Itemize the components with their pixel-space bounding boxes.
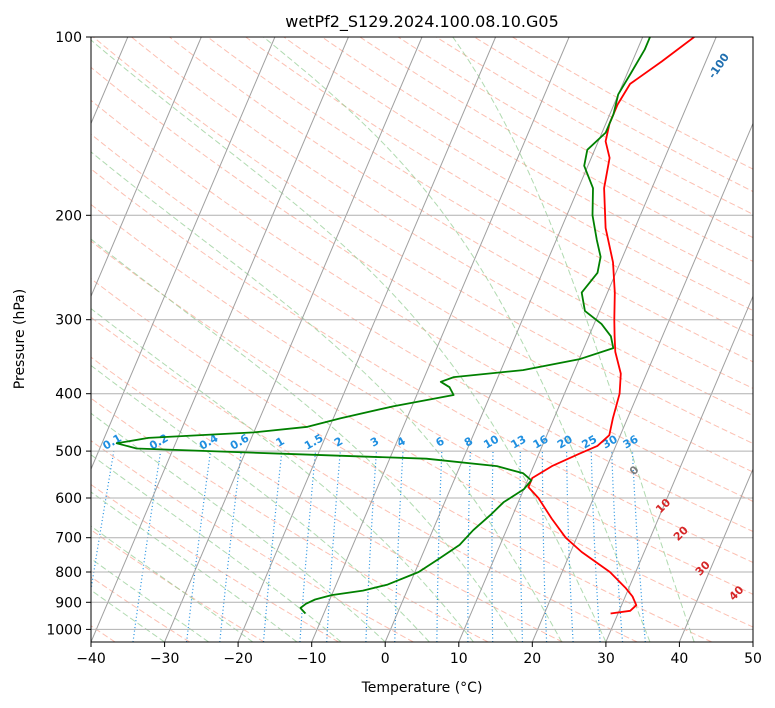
y-axis-label: Pressure (hPa) bbox=[12, 289, 28, 389]
moist-adiabat-line bbox=[91, 39, 607, 642]
mixing-ratio-line bbox=[365, 451, 377, 642]
dry-adiabat-line bbox=[91, 397, 489, 642]
mixing-ratio-line bbox=[611, 451, 624, 642]
mixing-ratio-line bbox=[132, 451, 162, 642]
isotherm-line bbox=[458, 37, 717, 642]
x-tick-label: −40 bbox=[76, 651, 106, 667]
isotherm-line bbox=[237, 37, 497, 642]
moist-adiabat-line bbox=[91, 238, 519, 642]
y-tick-label: 200 bbox=[55, 208, 82, 224]
x-tick-label: 30 bbox=[597, 651, 615, 667]
dry-adiabat-line bbox=[91, 99, 753, 502]
dry-adiabat-line bbox=[91, 240, 753, 628]
y-axis-ticks: 100 200 300 400 500 600 700 800 900 1000 bbox=[46, 30, 91, 638]
mixing-ratio-line bbox=[590, 451, 601, 642]
x-tick-label: 20 bbox=[523, 651, 541, 667]
mixing-ratio-line bbox=[566, 451, 574, 642]
isotherms bbox=[91, 37, 753, 642]
dry-adiabat-line bbox=[512, 37, 753, 170]
dry-adiabats bbox=[91, 37, 753, 642]
mixing-ratio-line bbox=[631, 451, 646, 642]
moist-adiabat-line bbox=[91, 491, 298, 642]
y-tick-label: 1000 bbox=[46, 622, 82, 638]
y-tick-label: 300 bbox=[55, 313, 82, 329]
dry-adiabat-line bbox=[91, 278, 713, 642]
moist-adiabat-line bbox=[263, 37, 651, 642]
isotherm-line bbox=[91, 37, 202, 298]
x-axis-label: Temperature (°C) bbox=[361, 680, 483, 696]
dry-adiabat-line bbox=[397, 37, 753, 239]
y-tick-label: 800 bbox=[55, 565, 82, 581]
sounding-profiles bbox=[115, 37, 695, 615]
dry-adiabat-line bbox=[91, 66, 753, 473]
moist-adiabat-line bbox=[452, 37, 695, 642]
temperature-profile bbox=[527, 37, 695, 615]
isotherm-line bbox=[164, 37, 423, 642]
y-tick-label: 400 bbox=[55, 387, 82, 403]
mixing-ratio-line bbox=[326, 451, 341, 642]
dry-adiabat-line bbox=[91, 133, 753, 533]
dry-adiabat-line bbox=[207, 37, 753, 363]
moist-adiabat-line bbox=[91, 412, 386, 642]
isotherm-line bbox=[91, 37, 349, 642]
isotherm-line bbox=[91, 37, 276, 471]
y-tick-label: 500 bbox=[55, 444, 82, 460]
isotherm-line bbox=[605, 294, 753, 642]
x-tick-label: 0 bbox=[381, 651, 390, 667]
mixing-ratio-line bbox=[262, 451, 283, 642]
x-tick-label: −10 bbox=[297, 651, 327, 667]
x-tick-label: 50 bbox=[744, 651, 762, 667]
dry-adiabat-line bbox=[91, 440, 414, 642]
mixing-ratio-line bbox=[219, 451, 242, 642]
dry-adiabat-line bbox=[283, 37, 753, 312]
moist-adiabat-line bbox=[91, 307, 474, 642]
dewpoint-profile bbox=[115, 37, 651, 615]
y-tick-label: 100 bbox=[55, 30, 82, 46]
dry-adiabat-line bbox=[91, 203, 753, 595]
x-axis-ticks: −40 −30 −20 −10 0 10 20 30 40 50 bbox=[76, 642, 762, 667]
moist-adiabat-line bbox=[91, 364, 430, 642]
y-tick-label: 900 bbox=[55, 595, 82, 611]
x-tick-label: 10 bbox=[450, 651, 468, 667]
mixing-ratio-line bbox=[186, 451, 212, 642]
dry-adiabat-line bbox=[92, 37, 753, 445]
isotherm-line bbox=[531, 122, 753, 642]
dry-adiabat-line bbox=[245, 37, 753, 337]
mixing-ratio-line bbox=[436, 451, 443, 642]
y-tick-label: 600 bbox=[55, 491, 82, 507]
mixing-ratio-line bbox=[467, 451, 471, 642]
isotherm-line bbox=[678, 467, 753, 642]
isotherm-line bbox=[311, 37, 570, 642]
dry-adiabat-line bbox=[91, 483, 340, 642]
mixing-ratio-line bbox=[519, 451, 524, 642]
chart-title: wetPf2_S129.2024.100.08.10.G05 bbox=[285, 12, 559, 32]
moist-adiabat-line bbox=[91, 454, 342, 642]
dry-adiabat-line bbox=[131, 37, 753, 417]
x-tick-label: −30 bbox=[150, 651, 180, 667]
mixing-ratio-line bbox=[491, 451, 494, 642]
dry-adiabat-line bbox=[91, 168, 753, 563]
y-tick-label: 700 bbox=[55, 531, 82, 547]
plot-frame bbox=[90, 36, 754, 643]
isobars bbox=[91, 37, 753, 630]
dry-adiabat-line bbox=[91, 316, 638, 642]
dry-adiabat-line bbox=[321, 37, 753, 287]
x-tick-label: −20 bbox=[223, 651, 253, 667]
mixing-ratio-line bbox=[394, 451, 404, 642]
x-tick-label: 40 bbox=[670, 651, 688, 667]
plot-area: -100-90-80-70-60-50-40-30-20-10 0.10.20.… bbox=[91, 37, 753, 642]
dry-adiabat-line bbox=[435, 37, 753, 215]
moist-adiabat-line bbox=[91, 525, 254, 642]
